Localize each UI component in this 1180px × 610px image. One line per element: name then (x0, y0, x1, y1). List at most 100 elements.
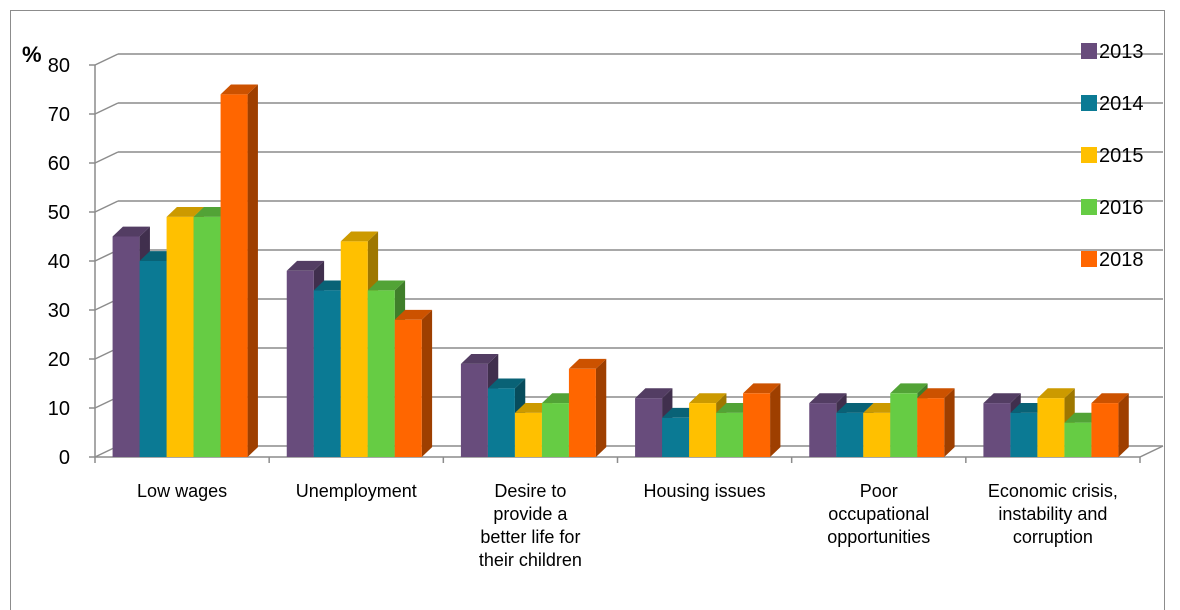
y-tick-label: 40 (48, 251, 70, 273)
y-tick-label: 60 (48, 153, 70, 175)
y-tick-label: 10 (48, 398, 70, 420)
bar-top (487, 378, 526, 389)
legend-label: 2014 (1099, 93, 1144, 115)
bar-top (836, 403, 874, 413)
y-tick-label: 30 (48, 300, 70, 322)
bar-top (743, 383, 781, 394)
bar-front (662, 417, 690, 457)
legend-label: 2013 (1099, 41, 1144, 63)
bar-front (743, 393, 771, 457)
bar-front (514, 412, 542, 457)
bar-top (983, 393, 1021, 404)
bar-front (487, 388, 515, 457)
bar-top (460, 354, 499, 364)
category-label: Unemployment (296, 481, 417, 501)
bar-top (220, 84, 258, 95)
bar-side (247, 84, 258, 457)
category-label-line: corruption (1013, 527, 1093, 547)
bar-front (863, 412, 891, 457)
category-label: Poor occupational opportunities (827, 481, 930, 547)
legend-swatch (1081, 199, 1097, 215)
category-label-line: Desire to (494, 481, 566, 501)
bar-front (139, 261, 167, 457)
bar-front (1091, 403, 1119, 457)
legend-swatch (1081, 43, 1097, 59)
bar-front (983, 403, 1011, 457)
legend-item-2014: 2014 (1081, 93, 1144, 115)
bar-top (1037, 388, 1075, 399)
bar-top (635, 388, 673, 399)
bar-front (1037, 398, 1065, 457)
legend-label: 2018 (1099, 249, 1144, 271)
gridline-side (94, 200, 119, 213)
bar-front (286, 270, 314, 457)
y-tick-label: 20 (48, 349, 70, 371)
bar-front (541, 403, 569, 457)
category-label-line: their children (479, 550, 582, 570)
category-label-line: Low wages (137, 481, 227, 501)
bar-top (689, 393, 727, 404)
bars (112, 84, 1129, 458)
bar-side (595, 358, 607, 457)
gridline-side (94, 151, 119, 164)
category-label: Low wages (137, 481, 227, 501)
category-label-line: instability and (998, 504, 1107, 524)
bar-front (809, 403, 837, 457)
legend-item-2015: 2015 (1081, 145, 1144, 167)
legend-item-2013: 2013 (1081, 41, 1144, 63)
legend-item-2018: 2018 (1081, 249, 1144, 271)
bar-front (313, 290, 341, 457)
bar-side (421, 309, 433, 457)
category-labels: Low wages Unemployment Desire to provide a b… (137, 481, 1118, 570)
y-tick-label: 0 (59, 447, 70, 469)
bar-front (340, 241, 368, 457)
legend-swatch (1081, 251, 1097, 267)
category-label-line: better life for (480, 527, 580, 547)
axes (89, 64, 1164, 463)
bar-2018-5 (1091, 393, 1129, 457)
bar-top (809, 393, 847, 404)
bar-top (568, 358, 607, 369)
bar-top (394, 309, 433, 320)
category-label-line: Economic crisis, (988, 481, 1118, 501)
bar-front (1010, 412, 1038, 457)
y-axis-label: % (22, 42, 42, 67)
bar-2014-2 (487, 378, 526, 457)
legend-swatch (1081, 147, 1097, 163)
bar-2018-3 (743, 383, 781, 457)
chart-frame (10, 10, 1165, 610)
bar-front (220, 94, 248, 458)
bar-side (1118, 393, 1129, 457)
category-label-line: Poor (860, 481, 898, 501)
legend-label: 2016 (1099, 197, 1144, 219)
legend-item-2016: 2016 (1081, 197, 1144, 219)
category-label: Housing issues (644, 481, 766, 501)
legend: 2013 2014 2015 2016 2018 (1081, 41, 1144, 271)
bar-2018-0 (220, 84, 258, 458)
bar-front (367, 290, 395, 457)
bar-top (890, 383, 928, 394)
y-tick-label: 50 (48, 202, 70, 224)
bar-front (890, 393, 918, 457)
bar-side (944, 388, 955, 457)
category-label: Desire to provide a better life for their c… (479, 481, 582, 570)
bar-front (716, 412, 744, 457)
bar-front (193, 216, 221, 457)
bar-front (460, 363, 488, 457)
floor-edge (1139, 445, 1164, 458)
gridline-side (94, 53, 119, 66)
bar-top (917, 388, 955, 399)
bar-front (568, 368, 596, 457)
bar-2018-4 (917, 388, 955, 457)
bar-front (917, 398, 945, 457)
category-label-line: opportunities (827, 527, 930, 547)
bar-2018-2 (568, 358, 607, 457)
category-label: Economic crisis, instability and corruptio… (988, 481, 1118, 547)
bar-top (112, 226, 150, 237)
bar-front (394, 319, 422, 457)
legend-label: 2015 (1099, 145, 1144, 167)
bar-top (367, 280, 406, 291)
bar-front (836, 412, 864, 457)
y-tick-labels: 0 10 20 30 40 50 60 70 80 (48, 55, 70, 469)
bar-top (286, 260, 325, 271)
